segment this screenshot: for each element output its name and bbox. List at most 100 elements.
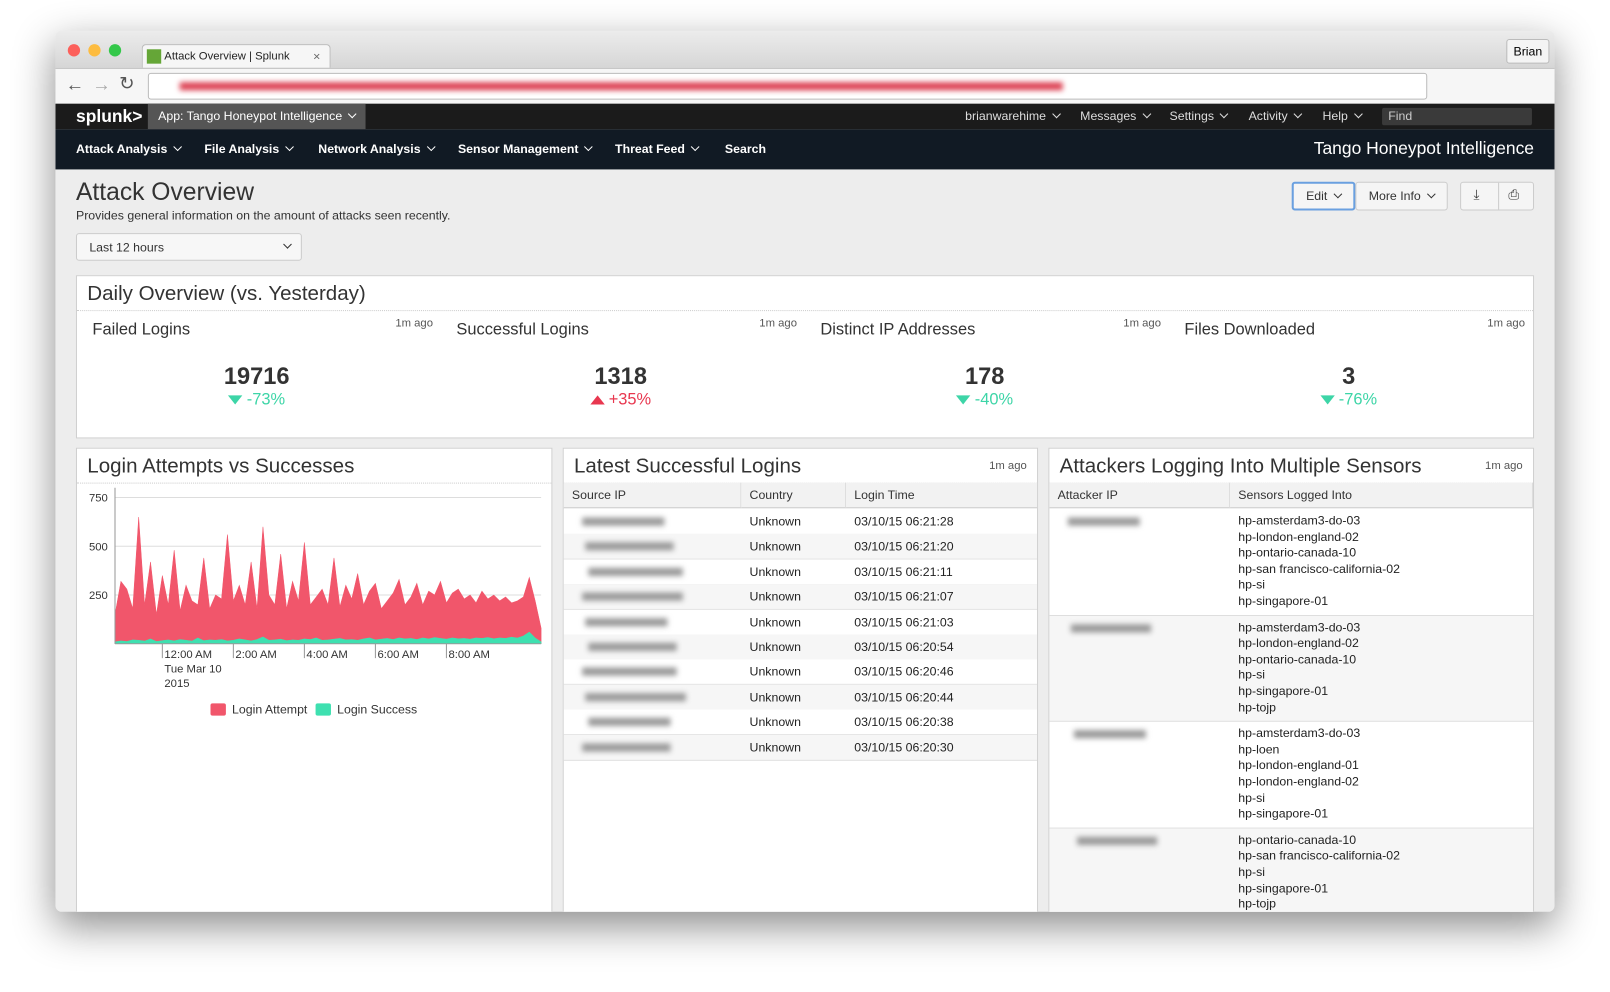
reload-button[interactable]: ↻: [119, 72, 135, 94]
x-date-label: Tue Mar 10: [164, 664, 221, 676]
table-row: [1049, 722, 1533, 829]
zoom-button[interactable]: [108, 44, 122, 57]
account-menu-item[interactable]: Settings: [1170, 109, 1228, 123]
ip-blurred: [1077, 836, 1158, 845]
close-button[interactable]: [67, 44, 81, 57]
account-menu-item[interactable]: Activity: [1249, 109, 1301, 123]
profile-button[interactable]: Brian: [1506, 39, 1550, 64]
column-header: Source IP: [563, 482, 742, 509]
table-cell: 03/10/15 06:21:11: [854, 564, 953, 579]
table-cell: hp-san francisco-california-02: [1238, 848, 1400, 863]
panel-title: Daily Overview (vs. Yesterday): [87, 282, 366, 305]
chart-panel: Login Attempts vs Successes 250 500 750 12:…: [75, 447, 553, 912]
table-cell: 03/10/15 06:20:54: [854, 639, 954, 655]
ip-blurred: [585, 542, 674, 551]
tab[interactable]: Attack Overview | Splunk ×: [141, 44, 331, 69]
metric-change: +35%: [441, 391, 800, 409]
metric-age: 1m ago: [759, 317, 797, 330]
logo[interactable]: splunk>: [75, 106, 143, 127]
panel-title: Login Attempts vs Successes: [87, 454, 355, 478]
table-cell: Unknown: [749, 664, 801, 680]
y-tick-label: 250: [89, 590, 108, 602]
table-cell: Unknown: [749, 614, 801, 630]
column-header: Attacker IP: [1049, 482, 1231, 509]
minimize-button[interactable]: [88, 44, 101, 57]
address-bar[interactable]: [147, 72, 1428, 100]
nav-item[interactable]: Attack Analysis: [76, 142, 181, 156]
table-cell: hp-singapore-01: [1238, 683, 1329, 699]
legend-label: Login Attempt: [232, 703, 308, 717]
tab-close[interactable]: ×: [313, 49, 321, 64]
nav-item[interactable]: Search: [724, 141, 767, 157]
change-text: -73%: [246, 391, 286, 409]
table-cell: hp-si: [1238, 864, 1266, 879]
table-cell: 03/10/15 06:21:07: [854, 589, 954, 604]
table-cell: Unknown: [749, 539, 801, 554]
forward-button[interactable]: →: [92, 73, 111, 95]
trend-arrow: [590, 395, 605, 405]
ip-blurred: [1070, 623, 1152, 633]
ip-blurred: [585, 617, 668, 626]
ip-blurred: [588, 642, 677, 651]
back-button[interactable]: ←: [65, 73, 85, 95]
trend-arrow: [228, 395, 243, 405]
table-cell: Unknown: [749, 714, 801, 730]
toolbar: ← → ↻: [55, 67, 1555, 105]
panel-title: Attackers Logging Into Multiple Sensors: [1059, 454, 1422, 478]
table-cell: Unknown: [749, 639, 801, 655]
table-cell: 03/10/15 06:20:46: [854, 664, 954, 680]
panel-title: Latest Successful Logins: [573, 454, 802, 478]
area: [114, 516, 542, 645]
ip-blurred: [582, 667, 677, 677]
find-input[interactable]: Find: [1382, 107, 1532, 126]
x-tick-label: 6:00 AM: [377, 649, 418, 661]
account-menu-item[interactable]: Messages: [1080, 109, 1150, 123]
account-menu-item[interactable]: brianwarehime: [965, 109, 1059, 123]
x-tick-label: 2:00 AM: [235, 649, 276, 661]
metric-label: Failed Logins: [92, 321, 191, 339]
table-cell: hp-singapore-01: [1238, 593, 1329, 608]
app-menu[interactable]: App: Tango Honeypot Intelligence: [147, 103, 366, 130]
chart: 250 500 750 12:00 AM Tue Mar 10 2015 2:00 AM 4:…: [89, 487, 542, 717]
table-cell: hp-si: [1238, 790, 1266, 805]
change-text: +35%: [608, 391, 652, 409]
metric-value: 19716: [223, 362, 290, 390]
table-cell: hp-amsterdam3-do-03: [1238, 726, 1361, 741]
account-menu-item[interactable]: Help: [1323, 109, 1362, 123]
time-picker[interactable]: Last 12 hours: [75, 233, 302, 261]
table-cell: Unknown: [749, 514, 801, 529]
logins-panel: Latest Successful Logins 1m ago Source I…: [562, 447, 1039, 912]
metric-label: Distinct IP Addresses: [820, 321, 976, 339]
export-buttons[interactable]: ⤓ ⎙: [1460, 181, 1535, 211]
nav-item[interactable]: Sensor Management: [458, 142, 592, 156]
y-tick-label: 500: [89, 541, 108, 553]
table-cell: Unknown: [749, 589, 801, 604]
ip-blurred: [582, 742, 671, 752]
nav-item[interactable]: File Analysis: [204, 142, 292, 156]
table-cell: hp-si: [1238, 577, 1266, 592]
ip-blurred: [1067, 517, 1140, 526]
table-cell: hp-san francisco-california-02: [1238, 561, 1400, 576]
app-title: Tango Honeypot Intelligence: [1313, 138, 1535, 159]
panel-age: 1m ago: [989, 460, 1027, 473]
metric-label: Files Downloaded: [1184, 321, 1315, 339]
nav-item[interactable]: Network Analysis: [318, 142, 434, 156]
table-cell: 03/10/15 06:20:38: [854, 714, 954, 730]
table-cell: Unknown: [749, 564, 801, 579]
table-cell: hp-london-england-02: [1238, 774, 1359, 789]
edit-button[interactable]: Edit: [1291, 181, 1356, 211]
trend-arrow: [956, 395, 971, 405]
change-text: -76%: [1338, 391, 1378, 409]
ip-blurred: [588, 567, 683, 576]
panel-header: [77, 276, 1533, 312]
more-info-button[interactable]: More Info: [1355, 181, 1448, 211]
app-bar: Attack Analysis File Analysis Network Anal…: [55, 129, 1555, 170]
legend-swatch: [315, 703, 331, 716]
splunk-bar: splunk> App: Tango Honeypot Intelligence…: [55, 103, 1555, 130]
table-cell: hp-loen: [1238, 742, 1280, 757]
ip-blurred: [588, 717, 671, 727]
legend-swatch: [210, 703, 226, 716]
metric-age: 1m ago: [1487, 317, 1525, 330]
table-cell: hp-singapore-01: [1238, 806, 1329, 821]
nav-item[interactable]: Threat Feed: [615, 142, 698, 156]
